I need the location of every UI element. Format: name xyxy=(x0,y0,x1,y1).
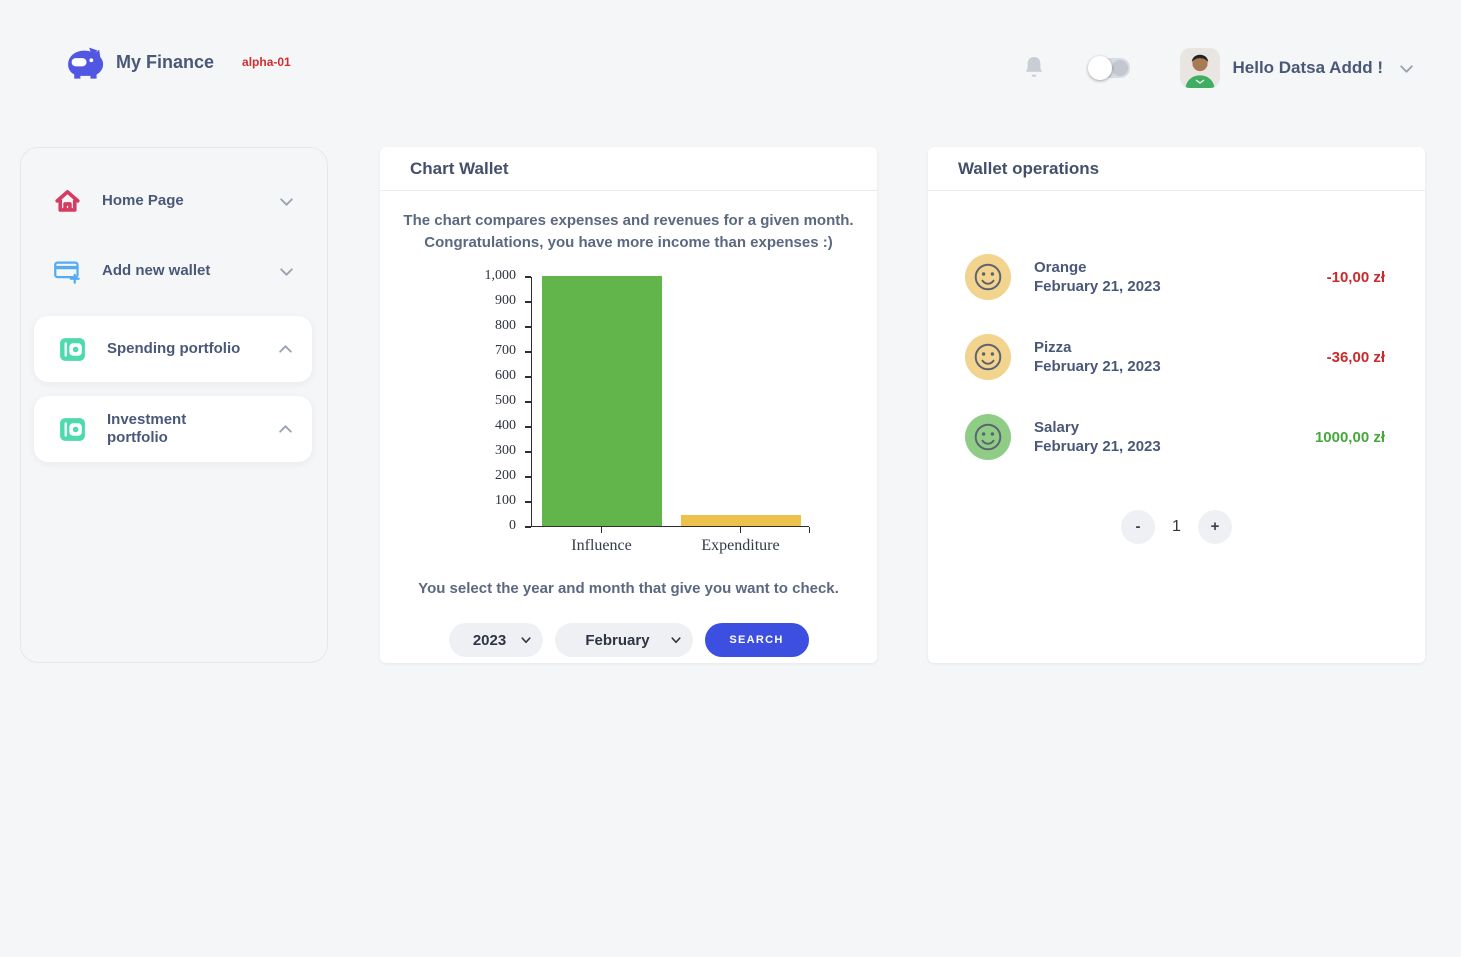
wallet-icon xyxy=(60,337,85,361)
pagination: - 1 + xyxy=(928,510,1425,544)
sidebar-item-label: Investment portfolio xyxy=(107,411,187,446)
chart-controls: 2023 February SEARCH xyxy=(380,623,877,657)
y-axis-tick xyxy=(525,526,531,528)
bar-chart: 0 100 200 300 400 500 600 700 800 900 1,000 Influen… xyxy=(485,268,810,563)
operations-list: Orange February 21, 2023 -10,00 zł Pizza… xyxy=(928,191,1425,477)
card-add-icon xyxy=(54,260,80,284)
version-badge: alpha-01 xyxy=(242,55,291,69)
y-axis-label: 1,000 xyxy=(484,268,517,283)
y-axis-tick xyxy=(525,401,531,403)
header: My Finance alpha-01 Hello Datsa Addd ! xyxy=(0,0,1461,138)
y-axis-label: 300 xyxy=(495,443,516,458)
operation-name: Salary xyxy=(1034,419,1080,436)
x-axis-end-tick xyxy=(808,527,810,533)
y-axis-label: 500 xyxy=(495,393,516,408)
chart-wallet-card: Chart Wallet The chart compares expenses… xyxy=(380,147,877,663)
y-axis-tick xyxy=(525,451,531,453)
chevron-up-icon xyxy=(279,424,292,433)
operation-amount: 1000,00 zł xyxy=(1314,428,1385,446)
chart-card-title: Chart Wallet xyxy=(410,158,509,178)
y-axis-label: 0 xyxy=(509,518,516,533)
previous-page-button[interactable]: - xyxy=(1121,510,1156,544)
y-axis-label: 800 xyxy=(495,318,516,333)
operation-name: Orange xyxy=(1034,259,1087,276)
y-axis-label: 600 xyxy=(495,368,516,383)
smiley-avatar-icon xyxy=(965,334,1011,380)
notification-bell-icon[interactable] xyxy=(1022,55,1046,81)
year-select[interactable]: 2023 xyxy=(448,623,543,657)
header-actions: Hello Datsa Addd ! xyxy=(1022,48,1416,88)
sidebar-item-spending-portfolio[interactable]: Spending portfolio xyxy=(34,316,312,382)
theme-toggle[interactable] xyxy=(1087,56,1130,80)
operation-row: Salary February 21, 2023 1000,00 zł xyxy=(965,397,1385,477)
toggle-knob xyxy=(1087,56,1112,80)
app-title: My Finance xyxy=(116,51,215,72)
y-axis-tick xyxy=(525,426,531,428)
greeting-text: Hello Datsa Addd ! xyxy=(1232,58,1384,77)
y-axis-tick xyxy=(525,351,531,353)
x-axis-label: Expenditure xyxy=(701,537,780,554)
y-axis-label: 900 xyxy=(495,293,516,308)
brand: My Finance alpha-01 xyxy=(62,42,291,82)
y-axis-label: 100 xyxy=(495,493,516,508)
sidebar: Home Page Add new wallet Spending portfo… xyxy=(20,147,328,663)
operation-date: February 21, 2023 xyxy=(1034,438,1161,455)
sidebar-item-home-page[interactable]: Home Page xyxy=(35,173,313,229)
home-icon xyxy=(55,189,80,212)
search-button[interactable]: SEARCH xyxy=(704,623,809,657)
chart-description: The chart compares expenses and revenues… xyxy=(403,212,854,251)
avatar xyxy=(1179,48,1220,88)
operations-card-title: Wallet operations xyxy=(958,158,1100,178)
y-axis-tick xyxy=(525,476,531,478)
chevron-down-icon xyxy=(280,267,293,276)
operation-date: February 21, 2023 xyxy=(1034,358,1161,375)
month-select[interactable]: February xyxy=(554,623,693,657)
y-axis-tick xyxy=(525,501,531,503)
page-number: 1 xyxy=(1172,518,1181,535)
x-axis-tick xyxy=(739,527,742,533)
y-axis-label: 700 xyxy=(495,343,516,358)
chevron-up-icon xyxy=(279,344,292,353)
wallet-operations-card: Wallet operations Orange February 21, 20… xyxy=(928,147,1425,663)
operation-amount: -10,00 zł xyxy=(1326,268,1385,286)
smiley-avatar-icon xyxy=(965,414,1011,460)
y-axis-tick xyxy=(525,376,531,378)
operation-name: Pizza xyxy=(1034,339,1072,356)
bar-expenditure xyxy=(680,514,801,526)
y-axis-label: 400 xyxy=(495,418,516,433)
x-axis-label: Influence xyxy=(571,537,632,554)
operation-row: Pizza February 21, 2023 -36,00 zł xyxy=(965,317,1385,397)
user-menu[interactable]: Hello Datsa Addd ! xyxy=(1179,48,1416,88)
piggy-bank-logo-icon xyxy=(68,47,104,79)
chart-helper-text: You select the year and month that give … xyxy=(418,580,839,597)
chevron-down-icon xyxy=(280,197,293,206)
sidebar-item-label: Home Page xyxy=(102,192,184,209)
bar-influence xyxy=(541,276,662,526)
chart-card-header: Chart Wallet xyxy=(380,147,877,191)
next-page-button[interactable]: + xyxy=(1197,510,1232,544)
sidebar-item-label: Spending portfolio xyxy=(107,340,241,357)
wallet-icon xyxy=(60,417,85,441)
chevron-down-icon xyxy=(1400,64,1413,73)
sidebar-item-label: Add new wallet xyxy=(102,262,211,279)
smiley-avatar-icon xyxy=(965,254,1011,300)
operations-card-header: Wallet operations xyxy=(928,147,1425,191)
x-axis-tick xyxy=(600,527,603,533)
y-axis-label: 200 xyxy=(495,468,516,483)
y-axis-tick xyxy=(525,326,531,328)
y-axis-tick xyxy=(525,276,531,278)
y-axis-tick xyxy=(525,301,531,303)
operation-row: Orange February 21, 2023 -10,00 zł xyxy=(965,237,1385,317)
chart-plot-area: 0 100 200 300 400 500 600 700 800 900 1,000 Influen… xyxy=(485,268,810,554)
operation-amount: -36,00 zł xyxy=(1326,348,1385,366)
sidebar-item-investment-portfolio[interactable]: Investment portfolio xyxy=(34,396,312,462)
sidebar-item-add-new-wallet[interactable]: Add new wallet xyxy=(35,243,313,299)
operation-date: February 21, 2023 xyxy=(1034,278,1161,295)
